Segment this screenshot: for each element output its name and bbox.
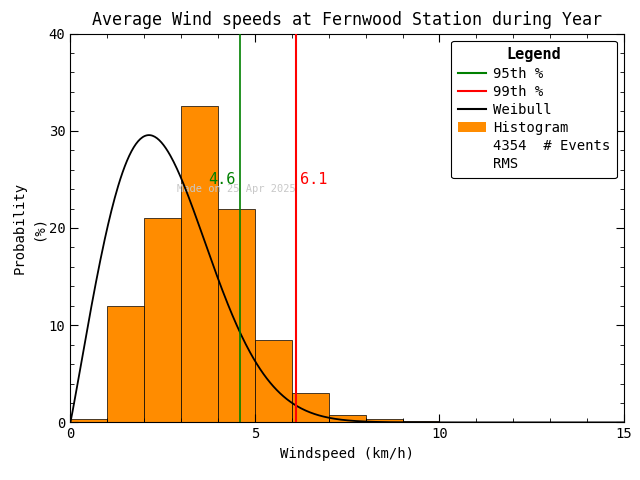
Bar: [108, 306, 144, 422]
Y-axis label: Probability
(%): Probability (%): [13, 182, 46, 274]
Bar: [403, 421, 440, 422]
Bar: [218, 208, 255, 422]
Text: 6.1: 6.1: [300, 172, 327, 187]
Bar: [70, 419, 108, 422]
Bar: [144, 218, 181, 422]
Bar: [292, 393, 329, 422]
Bar: [181, 107, 218, 422]
Text: Made on 25 Apr 2025: Made on 25 Apr 2025: [177, 184, 296, 194]
X-axis label: Windspeed (km/h): Windspeed (km/h): [280, 447, 414, 461]
Bar: [329, 415, 365, 422]
Legend: 95th %, 99th %, Weibull, Histogram, 4354  # Events, RMS: 95th %, 99th %, Weibull, Histogram, 4354…: [451, 40, 617, 179]
Bar: [365, 420, 403, 422]
Text: 4.6: 4.6: [209, 172, 236, 187]
Title: Average Wind speeds at Fernwood Station during Year: Average Wind speeds at Fernwood Station …: [92, 11, 602, 29]
Bar: [255, 340, 292, 422]
